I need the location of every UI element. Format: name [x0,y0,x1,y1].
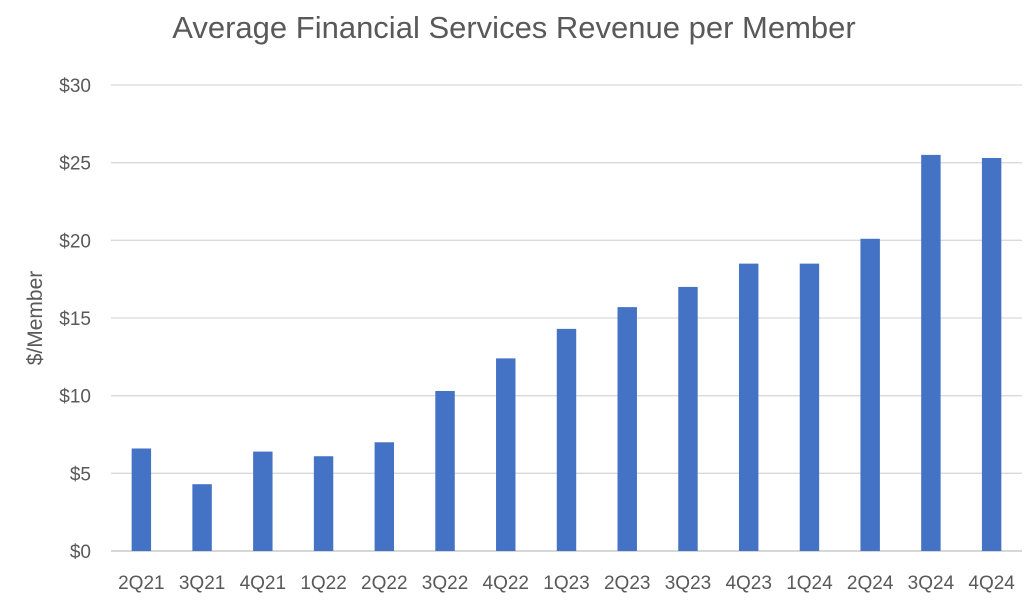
x-tick-label: 2Q21 [118,573,164,594]
y-tick-label: $5 [70,464,91,485]
bars [131,154,1002,552]
x-tick-label: 3Q23 [665,573,711,594]
x-tick-label: 1Q23 [543,573,589,594]
y-tick-label: $30 [59,76,91,97]
x-tick-label: 1Q22 [300,573,346,594]
bar [253,451,273,551]
x-tick-label: 2Q24 [847,573,894,594]
bar [313,456,334,551]
x-tick-label: 1Q24 [786,573,833,594]
y-axis-title: $/Member [24,271,47,366]
x-tick-label: 3Q24 [908,573,955,594]
y-axis-ticks: $0 $5 $10 $15 $20 $25 $30 [59,76,91,563]
bar [738,263,759,551]
bar [981,158,1002,552]
bar [556,328,577,551]
y-tick-label: $0 [70,542,91,563]
bar [131,448,152,551]
x-tick-label: 3Q22 [422,573,468,594]
y-tick-label: $15 [59,309,91,330]
bar [799,263,820,551]
bar [192,484,212,551]
x-tick-label: 2Q22 [361,573,407,594]
x-tick-label: 2Q23 [604,573,650,594]
y-tick-label: $20 [59,231,91,252]
x-tick-label: 4Q24 [968,573,1015,594]
bar [860,238,880,551]
y-tick-label: $25 [59,154,91,175]
x-tick-label: 3Q21 [179,573,225,594]
x-tick-label: 4Q23 [725,573,771,594]
bar [435,391,455,551]
bar [617,307,637,551]
x-tick-label: 4Q21 [240,573,286,594]
x-tick-label: 4Q22 [483,573,529,594]
bar [496,358,516,551]
bar [921,154,941,551]
chart-title: Average Financial Services Revenue per M… [172,10,855,45]
bar [374,442,395,551]
bar [678,286,698,551]
y-tick-label: $10 [59,387,91,408]
x-axis-ticks: 2Q21 3Q21 4Q21 1Q22 2Q22 3Q22 4Q22 1Q23 2Q23 3Q23… [118,573,1015,594]
